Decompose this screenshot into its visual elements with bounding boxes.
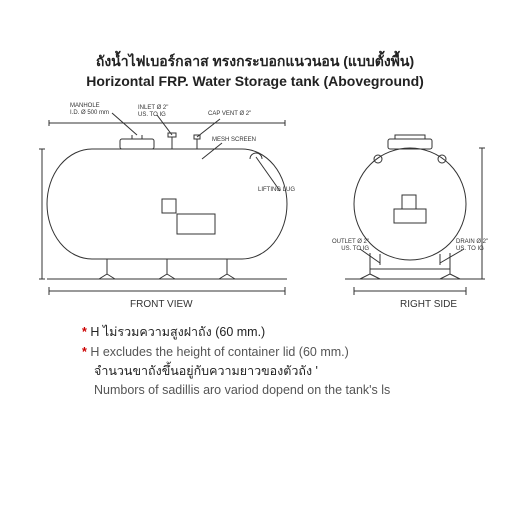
title-thai: ถังน้ำไฟเบอร์กลาส ทรงกระบอกแนวนอน (แบบตั… <box>0 52 510 72</box>
callout-inlet: INLET Ø 2" US. TO IG <box>138 105 168 118</box>
right-side-label: RIGHT SIDE <box>400 299 457 310</box>
callout-outlet: OUTLET Ø 2" US. TO IG <box>332 239 369 252</box>
note-line-2: * H excludes the height of container lid… <box>82 343 510 362</box>
note-line-1: * H ไม่รวมความสูงฝาถัง (60 mm.) <box>82 323 510 342</box>
notes-block: * H ไม่รวมความสูงฝาถัง (60 mm.) * H excl… <box>0 319 510 401</box>
note-line-4: Numbors of sadillis aro variod dopend on… <box>82 381 510 400</box>
callout-manhole: MANHOLE I.D. Ø 500 mm <box>70 103 109 116</box>
front-view-label: FRONT VIEW <box>130 299 193 310</box>
callout-mesh: MESH SCREEN <box>212 137 256 144</box>
right-side-svg <box>330 99 500 299</box>
callout-drain: DRAIN Ø 2" US. TO IG <box>456 239 488 252</box>
front-view-svg <box>22 99 322 299</box>
title-block: ถังน้ำไฟเบอร์กลาส ทรงกระบอกแนวนอน (แบบตั… <box>0 0 510 91</box>
title-english: Horizontal FRP. Water Storage tank (Abov… <box>0 72 510 92</box>
callout-capvent: CAP VENT Ø 2" <box>208 111 251 118</box>
technical-drawing: MANHOLE I.D. Ø 500 mm INLET Ø 2" US. TO … <box>0 99 510 319</box>
note-line-3: จำนวนขาถังขึ้นอยู่กับความยาวของตัวถัง ' <box>82 362 510 381</box>
callout-lifting: LIFTING LUG <box>258 187 295 194</box>
